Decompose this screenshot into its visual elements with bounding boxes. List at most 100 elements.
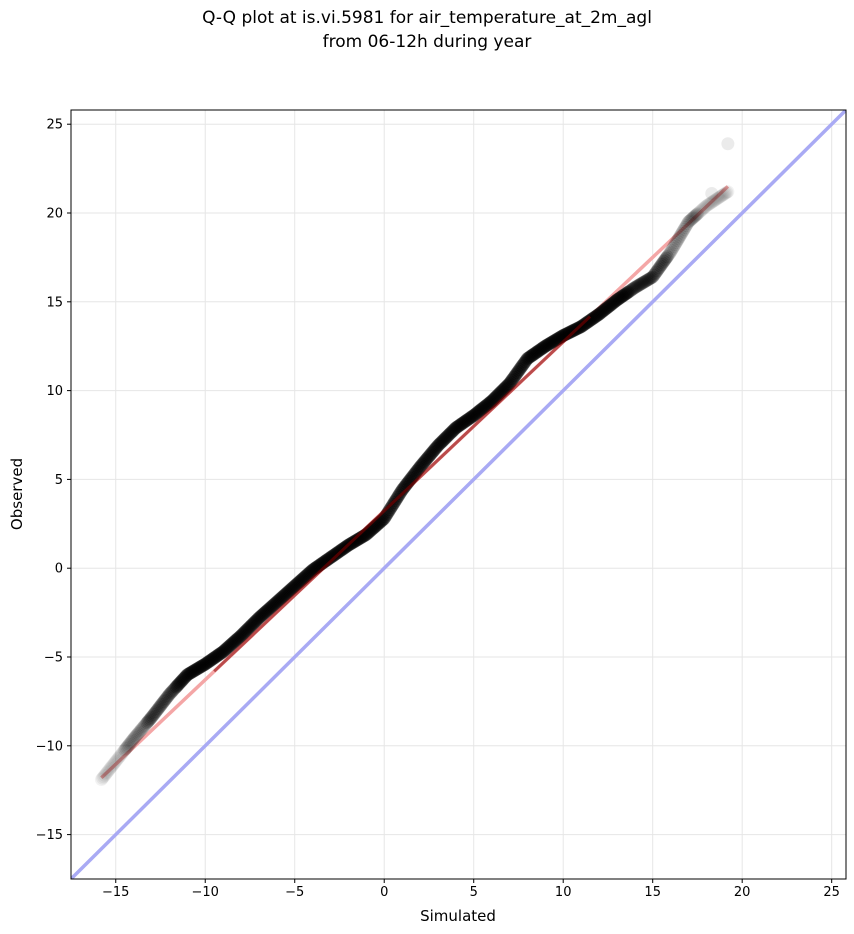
qq-point <box>284 582 298 596</box>
qq-point <box>684 213 698 227</box>
qq-point <box>438 432 452 446</box>
qq-point <box>432 438 446 452</box>
qq-point <box>461 412 475 426</box>
qq-point <box>117 744 131 758</box>
qq-point <box>206 652 220 666</box>
qq-point <box>679 219 693 233</box>
qq-point <box>492 386 506 400</box>
qq-point <box>434 435 448 449</box>
qq-point <box>614 290 628 304</box>
qq-point <box>124 735 138 749</box>
y-tick-label: 15 <box>46 295 63 310</box>
qq-point <box>586 311 600 325</box>
qq-point <box>579 317 593 331</box>
qq-point <box>239 624 253 638</box>
qq-point <box>218 643 232 657</box>
qq-point <box>639 274 653 288</box>
qq-point <box>694 204 708 218</box>
qq-point <box>452 419 466 433</box>
plot-frame <box>70 109 847 880</box>
qq-point <box>683 214 697 228</box>
fit-line-overlay <box>213 315 592 673</box>
qq-point <box>609 294 623 308</box>
qq-point <box>523 350 537 364</box>
qq-point <box>535 342 549 356</box>
qq-point <box>326 549 340 563</box>
qq-point <box>147 707 161 721</box>
qq-point <box>174 675 188 689</box>
qq-point <box>611 292 625 306</box>
qq-point <box>233 630 247 644</box>
qq-point <box>519 353 533 367</box>
qq-point <box>265 599 279 613</box>
qq-point <box>445 424 459 438</box>
qq-point <box>100 766 114 780</box>
qq-point <box>322 551 336 565</box>
qq-point <box>544 336 558 350</box>
qq-point <box>155 697 169 711</box>
qq-point <box>541 338 555 352</box>
qq-point <box>188 663 202 677</box>
qq-point <box>300 568 314 582</box>
qq-point <box>529 345 543 359</box>
qq-point <box>196 658 210 672</box>
qq-point <box>456 416 470 430</box>
qq-point <box>605 297 619 311</box>
qq-point <box>470 406 484 420</box>
qq-point <box>230 633 244 647</box>
x-tick-label: 10 <box>555 885 572 900</box>
qq-point <box>460 413 474 427</box>
qq-point <box>464 410 478 424</box>
qq-point <box>673 230 687 244</box>
qq-point <box>102 763 116 777</box>
qq-point <box>457 415 471 429</box>
qq-point <box>246 616 260 630</box>
qq-point <box>651 262 665 276</box>
qq-point <box>232 631 246 645</box>
qq-point <box>699 199 713 213</box>
qq-point <box>662 247 676 261</box>
qq-point <box>537 340 551 354</box>
qq-point <box>262 602 276 616</box>
qq-point <box>713 190 727 204</box>
qq-point <box>245 618 259 632</box>
qq-point <box>121 739 135 753</box>
qq-point <box>97 770 111 784</box>
qq-point <box>581 315 595 329</box>
qq-point <box>244 619 258 633</box>
qq-point <box>501 378 515 392</box>
qq-point <box>298 570 312 584</box>
qq-point <box>251 612 265 626</box>
qq-point <box>294 573 308 587</box>
qq-point <box>330 546 344 560</box>
qq-point <box>107 757 121 771</box>
qq-point <box>642 272 656 286</box>
qq-point <box>140 716 154 730</box>
qq-point <box>195 659 209 673</box>
qq-point <box>717 187 731 201</box>
qq-point <box>197 658 211 672</box>
qq-point <box>277 589 291 603</box>
qq-point <box>426 444 440 458</box>
qq-point <box>697 201 711 215</box>
qq-point <box>503 377 517 391</box>
qq-point <box>99 767 113 781</box>
qq-point <box>595 305 609 319</box>
qq-point <box>114 747 128 761</box>
qq-point <box>477 400 491 414</box>
qq-point <box>517 356 531 370</box>
qq-point <box>299 569 313 583</box>
qq-point <box>184 666 198 680</box>
qq-point <box>171 678 185 692</box>
qq-point <box>270 595 284 609</box>
qq-point <box>280 586 294 600</box>
qq-point <box>275 590 289 604</box>
qq-point <box>234 629 248 643</box>
qq-point <box>138 718 152 732</box>
qq-point <box>547 334 561 348</box>
qq-point <box>613 291 627 305</box>
qq-point <box>153 699 167 713</box>
x-tick-label: 5 <box>470 885 478 900</box>
qq-point <box>479 399 493 413</box>
qq-point <box>133 724 147 738</box>
